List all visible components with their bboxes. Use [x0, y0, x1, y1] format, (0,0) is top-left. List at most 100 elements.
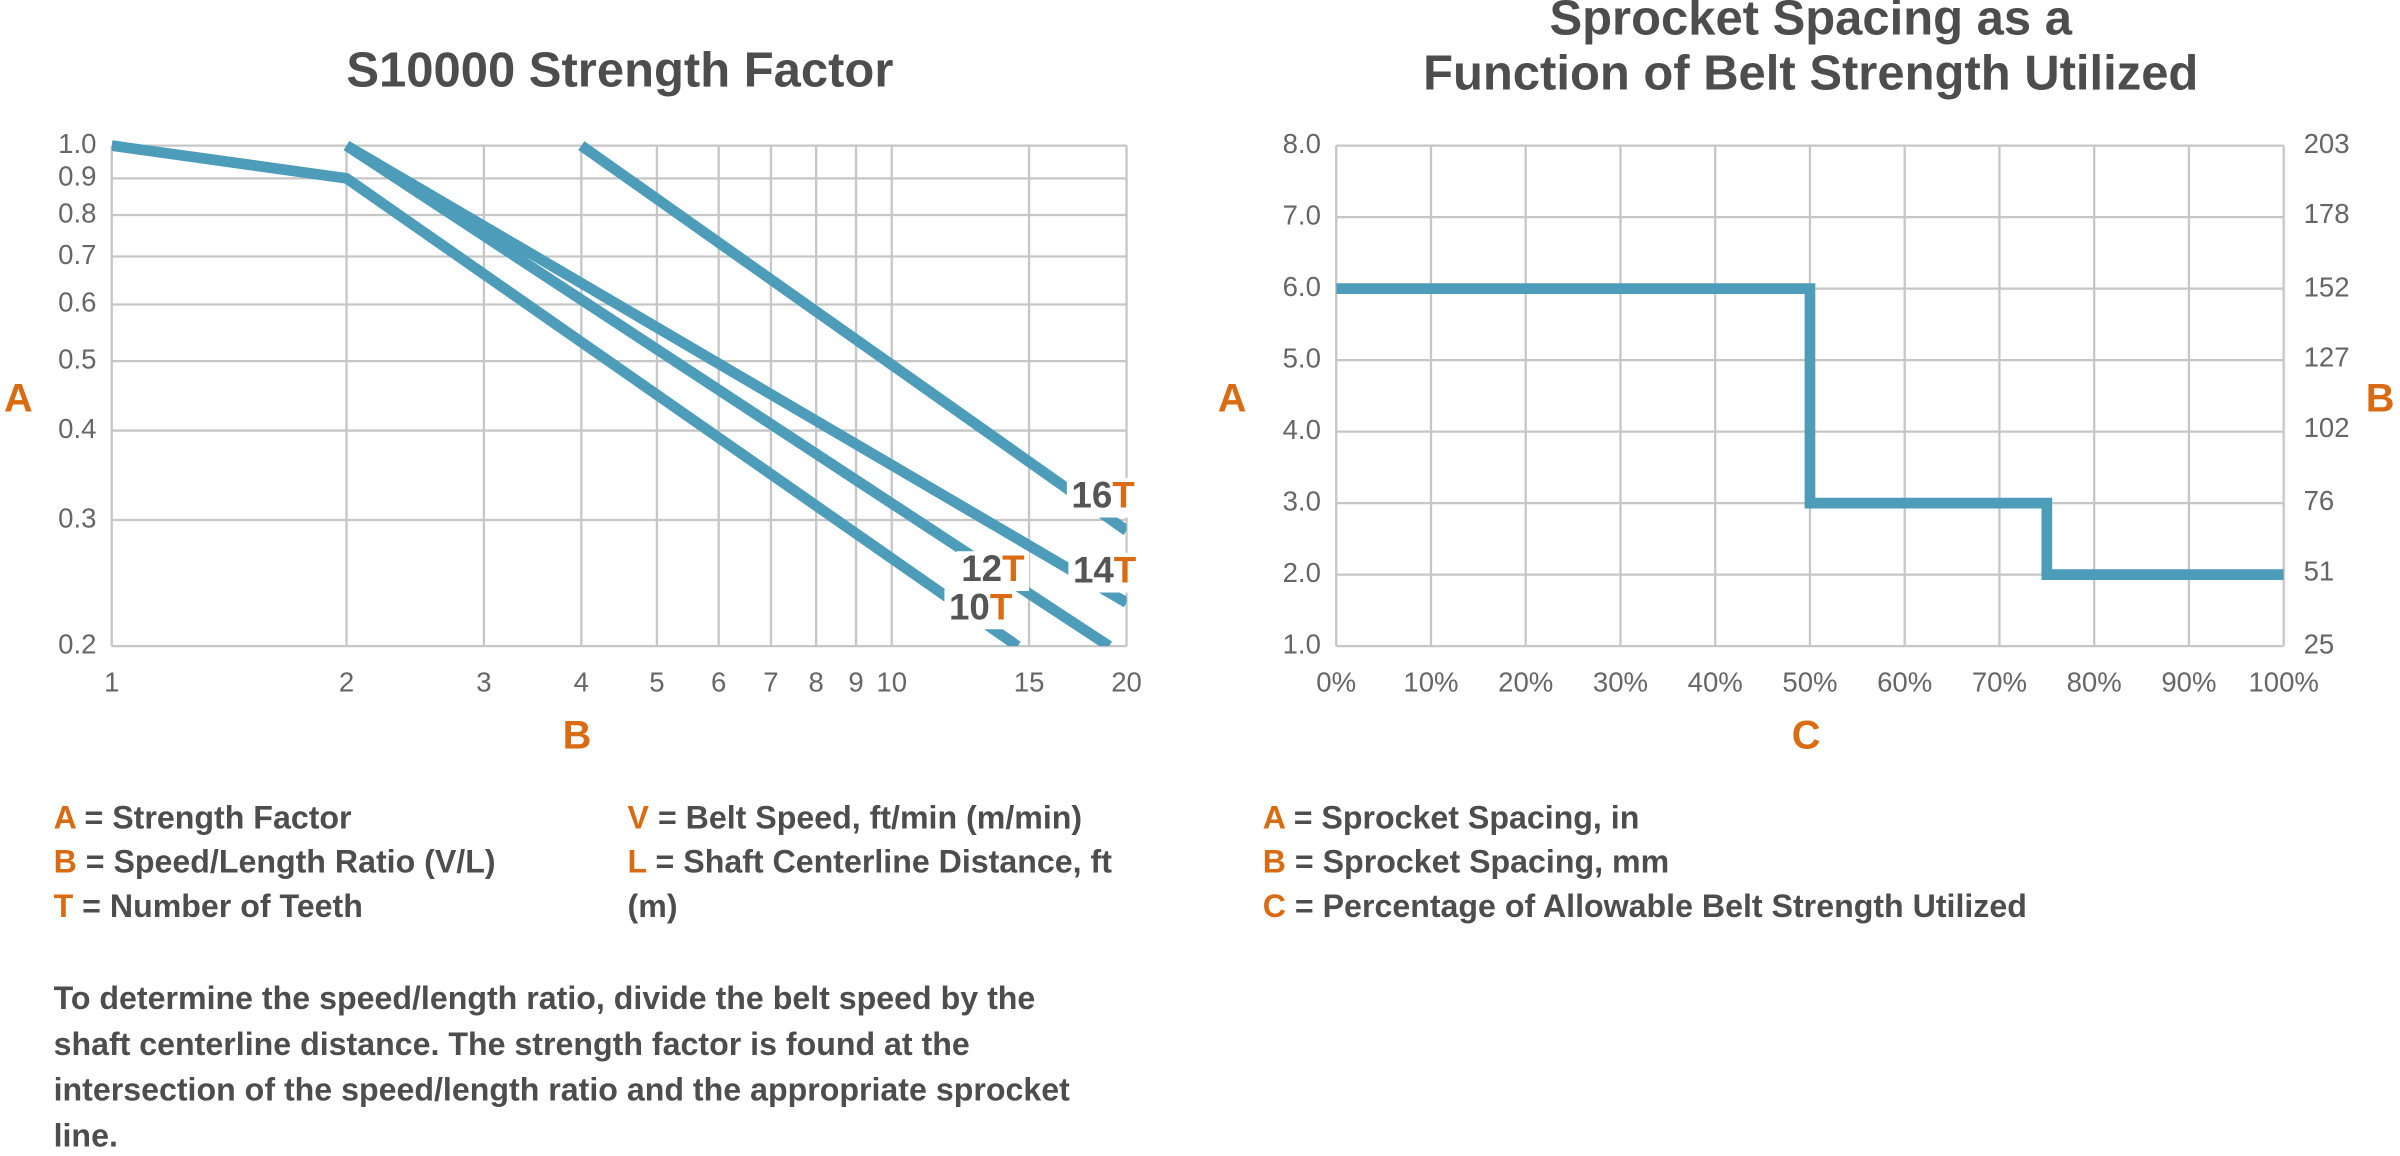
- y2-tick-label: 51: [2304, 555, 2335, 586]
- legend-item: L = Shaft Centerline Distance, ft (m): [628, 841, 1148, 930]
- y2-tick-label: 102: [2304, 412, 2350, 443]
- y-tick-label: 2.0: [1283, 557, 1321, 588]
- x-tick-label: 10%: [1403, 667, 1458, 698]
- x-tick-label: 20: [1111, 667, 1142, 698]
- x-tick-label: 7: [763, 667, 778, 698]
- legend-text: = Shaft Centerline Distance, ft (m): [627, 845, 1112, 925]
- x-tick-label: 8: [808, 667, 823, 698]
- legend: V = Belt Speed, ft/min (m/min) L = Shaft …: [628, 796, 1148, 929]
- x-tick-label: 100%: [2248, 667, 2318, 698]
- x-tick-label: 10: [876, 667, 907, 698]
- y-tick-label: 0.2: [58, 628, 96, 659]
- y-axis-label: A: [1218, 377, 1247, 421]
- legend-text: = Belt Speed, ft/min (m/min): [657, 800, 1083, 836]
- x-axis-label: B: [563, 713, 592, 757]
- legend-item: A = Strength Factor: [54, 796, 620, 840]
- y-tick-label: 0.7: [58, 239, 96, 270]
- x-tick-label: 20%: [1498, 667, 1553, 698]
- y-tick-label: 0.3: [58, 502, 96, 533]
- legend-text: = Strength Factor: [84, 800, 352, 836]
- x-tick-label: 40%: [1688, 667, 1743, 698]
- legend-text: = Sprocket Spacing, in: [1293, 800, 1640, 836]
- y-tick-label: 0.5: [58, 343, 96, 374]
- legend-key: L: [627, 845, 647, 881]
- label-bg: [1068, 552, 1141, 593]
- x-tick-label: 1: [104, 667, 119, 698]
- x-tick-label: 5: [649, 667, 664, 698]
- legend-column: A = Sprocket Spacing, inB = Sprocket Spa…: [1263, 796, 2181, 929]
- legend-text: = Number of Teeth: [82, 889, 363, 925]
- chart-title: S10000 Strength Factor: [346, 44, 893, 98]
- x-tick-label: 70%: [1972, 667, 2027, 698]
- legend-key: A: [1262, 800, 1285, 836]
- chart-title: Function of Belt Strength Utilized: [1423, 47, 2198, 101]
- x-tick-label: 0%: [1316, 667, 1356, 698]
- legend-item: A = Sprocket Spacing, in: [1263, 796, 2181, 840]
- y-tick-label: 0.9: [58, 161, 96, 192]
- series-line: [343, 140, 1127, 608]
- x-tick-label: 3: [476, 667, 491, 698]
- x-tick-label: 50%: [1782, 667, 1837, 698]
- y-axis-label: A: [4, 377, 33, 421]
- legend-key: T: [53, 889, 74, 925]
- series-label: 12T: [961, 548, 1025, 589]
- note-box: To determine the speed/length ratio, div…: [53, 981, 1070, 1155]
- y-tick-label: 0.8: [58, 197, 96, 228]
- y2-tick-label: 178: [2304, 198, 2350, 229]
- x-tick-label: 6: [711, 667, 726, 698]
- legend-key: A: [53, 800, 76, 836]
- y-tick-label: 7.0: [1283, 199, 1321, 230]
- y-tick-label: 0.6: [58, 287, 96, 318]
- legend-item: B = Sprocket Spacing, mm: [1263, 841, 2181, 885]
- y-tick-label: 0.4: [58, 413, 96, 444]
- y-tick-label: 3.0: [1283, 485, 1321, 516]
- y-tick-label: 1.0: [1283, 628, 1321, 659]
- x-tick-label: 30%: [1593, 667, 1648, 698]
- label-bg: [1066, 477, 1140, 518]
- label-bg: [956, 551, 1030, 592]
- y2-tick-label: 76: [2304, 485, 2335, 516]
- x-tick-label: 9: [848, 667, 863, 698]
- legend-text: = Speed/Length Ratio (V/L): [85, 845, 496, 881]
- note: To determine the speed/length ratio, div…: [53, 981, 1070, 1155]
- y2-tick-label: 203: [2304, 128, 2350, 159]
- x-tick-label: 80%: [2067, 667, 2122, 698]
- x-tick-label: 60%: [1877, 667, 1932, 698]
- label-bg: [944, 589, 1017, 630]
- legend-item: T = Number of Teeth: [54, 885, 620, 929]
- x-axis-label: C: [1792, 713, 1821, 757]
- y-tick-label: 8.0: [1283, 128, 1321, 159]
- legend-key: B: [53, 845, 77, 881]
- legend-text: = Percentage of Allowable Belt Strength …: [1294, 889, 2027, 925]
- y-tick-label: 5.0: [1283, 342, 1321, 373]
- y-tick-label: 6.0: [1283, 271, 1321, 302]
- series-line: [578, 141, 1127, 535]
- x-tick-label: 2: [339, 667, 354, 698]
- legend-key: C: [1262, 889, 1286, 925]
- y2-tick-label: 25: [2304, 628, 2335, 659]
- legend-text: = Sprocket Spacing, mm: [1294, 845, 1670, 881]
- x-tick-label: 15: [1014, 667, 1045, 698]
- legend-key: V: [627, 800, 650, 836]
- legend-item: V = Belt Speed, ft/min (m/min): [628, 796, 1148, 840]
- series-line: [1336, 283, 2284, 580]
- y-tick-label: 4.0: [1283, 414, 1321, 445]
- series-label: 10T: [949, 586, 1013, 627]
- legend: A = Sprocket Spacing, in B = Sprocket Spa…: [1263, 796, 2181, 929]
- series-label: 14T: [1073, 549, 1137, 590]
- legend-key: B: [1262, 845, 1286, 881]
- legend-item: B = Speed/Length Ratio (V/L): [54, 841, 620, 885]
- legend: A = Strength Factor B = Speed/Length Rati…: [54, 796, 620, 929]
- x-tick-label: 90%: [2161, 667, 2216, 698]
- y2-tick-label: 152: [2304, 271, 2350, 302]
- chart-title: Sprocket Spacing as a: [1549, 0, 2072, 46]
- y2-axis-label: B: [2366, 377, 2395, 421]
- series-label: 16T: [1071, 474, 1135, 515]
- legend-item: C = Percentage of Allowable Belt Strengt…: [1263, 885, 2181, 929]
- y-tick-label: 1.0: [58, 128, 96, 159]
- y2-tick-label: 127: [2304, 342, 2350, 373]
- x-tick-label: 4: [574, 667, 589, 698]
